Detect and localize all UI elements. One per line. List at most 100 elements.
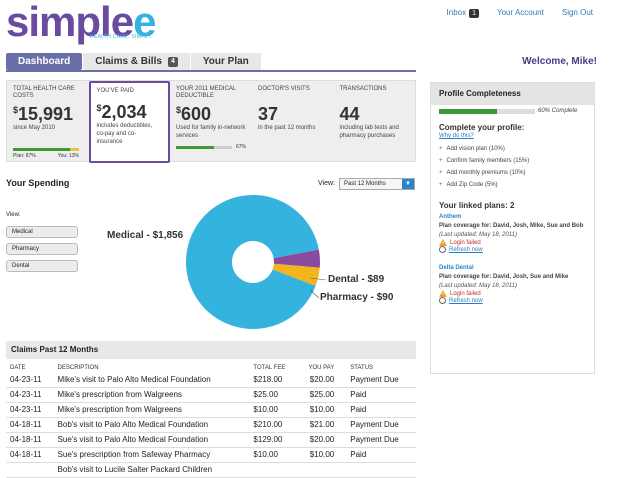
claim-status: Paid [338,447,416,463]
plan-name[interactable]: Delta Dental [439,265,474,271]
table-row[interactable]: 04-18-11 Sue's prescription from Safeway … [6,447,416,463]
stats-panel: TOTAL HEALTH CARE COSTS $15,991 since Ma… [6,80,416,163]
profile-progress: 60% Complete [431,105,594,117]
claim-total-fee: $129.00 [249,432,298,448]
tab-dashboard[interactable]: Dashboard [6,53,83,70]
why-link[interactable]: Why do this? [439,133,474,139]
chevron-down-icon: ▼ [402,179,414,189]
claim-date: 04-18-11 [6,432,54,448]
claim-total-fee: $10.00 [249,402,298,418]
claim-you-pay: $20.00 [297,432,339,448]
table-row[interactable]: 04-23-11 Mike's prescription from Walgree… [6,402,416,418]
claim-you-pay: $25.00 [297,387,339,403]
claim-description: Bob's visit to Palo Alto Medical Foundat… [53,417,250,433]
claims-section: Claims Past 12 Months DATE DESCRIPTION T… [6,341,416,478]
view-pharmacy-button[interactable]: Pharmacy [6,243,78,255]
table-row[interactable]: Bob's visit to Lucile Salter Packard Chi… [6,462,416,478]
plus-icon: + [439,170,443,176]
add-premiums-link[interactable]: + Add monthly premiums (10%) [439,170,526,176]
warning-icon [439,290,447,297]
refresh-icon [439,246,446,253]
plan-name[interactable]: Anthem [439,214,462,220]
claim-status: Paid [338,402,416,418]
claim-status: Payment Due [338,373,416,388]
total-costs-value: $15,991 [13,104,74,124]
claim-date: 04-18-11 [6,417,54,433]
claim-you-pay: $10.00 [297,402,339,418]
claim-description: Mike's prescription from Walgreens [53,387,250,403]
claim-total-fee: $10.00 [249,447,298,463]
pie-slice-medical[interactable] [186,195,319,329]
table-row[interactable]: 04-18-11 Sue's visit to Palo Alto Medical… [6,432,416,448]
range-select[interactable]: Past 12 Months ▼ [339,178,415,190]
your-account-link[interactable]: Your Account [497,8,544,17]
table-row[interactable]: 04-18-11 Bob's visit to Palo Alto Medical… [6,417,416,433]
profile-title: Profile Completeness [431,83,594,105]
claim-status: Paid [338,387,416,403]
profile-sidebar: Profile Completeness 60% Complete Comple… [430,82,595,374]
add-zip-link[interactable]: + Add Zip Code (5%) [439,182,498,188]
pie-leader-lines [310,277,327,299]
youve-paid-value: $2,034 [96,102,147,122]
stat-deductible[interactable]: YOUR 2011 MEDICAL DEDUCTIBLE $600 Used f… [176,86,247,150]
plan-split-bar: Plan: 87% You: 13% [13,148,83,159]
claims-table: DATE DESCRIPTION TOTAL FEE YOU PAY STATU… [6,359,416,478]
claim-description: Mike's prescription from Walgreens [53,402,250,418]
claim-total-fee: $25.00 [249,387,298,403]
deductible-progress: 67% [176,144,246,150]
pie-label-medical: Medical - $1,856 [107,230,184,241]
view-label: View: [6,212,21,218]
pie-slice-pharmacy[interactable] [272,263,320,286]
welcome-message: Welcome, Mike! [522,56,597,67]
sign-out-link[interactable]: Sign Out [561,8,593,17]
warning-icon [439,239,447,246]
claim-date [6,462,54,478]
linked-plans-title: Your linked plans: 2 [439,201,515,210]
claim-status [338,462,416,478]
top-links: Inbox 1 Your Account Sign Out [447,8,593,18]
stat-youve-paid[interactable]: YOU'VE PAID $2,034 includes deductibles,… [88,81,171,163]
spending-pie-chart [185,194,321,332]
refresh-icon [439,297,446,304]
claim-you-pay [297,462,339,478]
claims-title: Claims Past 12 Months [6,341,416,359]
claims-header-row: DATE DESCRIPTION TOTAL FEE YOU PAY STATU… [10,365,374,371]
deductible-value: $600 [176,104,212,124]
claim-you-pay: $10.00 [297,447,339,463]
view-medical-button[interactable]: Medical [6,226,78,238]
tab-your-plan[interactable]: Your Plan [190,53,261,70]
doctor-visits-value: 37 [258,104,279,124]
refresh-now-link[interactable]: Refresh now [431,297,594,304]
pie-label-dental: Dental - $89 [328,274,385,285]
plus-icon: + [439,182,443,188]
claim-total-fee [249,462,298,478]
add-vision-plan-link[interactable]: + Add vision plan (10%) [439,146,505,152]
claim-description: Sue's prescription from Safeway Pharmacy [53,447,250,463]
claim-description: Mike's visit to Palo Alto Medical Founda… [53,373,250,388]
logo-tagline: HEALTH CARE. SIMPLY. [90,34,153,40]
range-label: View: [318,180,335,187]
stat-transactions[interactable]: TRANSACTIONS 44 including lab tests and … [334,81,416,161]
linked-plan-delta-dental: Delta Dental Plan coverage for: David, J… [431,261,594,304]
view-dental-button[interactable]: Dental [6,260,78,272]
claims-count-badge: 4 [167,56,178,67]
logo-text: simplee [6,0,156,45]
table-row[interactable]: 04-23-11 Mike's prescription from Walgree… [6,387,416,403]
logo[interactable]: simplee [6,0,156,45]
claim-total-fee: $210.00 [249,417,298,433]
claim-date: 04-23-11 [6,387,54,403]
transactions-value: 44 [339,104,360,124]
refresh-now-link[interactable]: Refresh now [431,246,594,253]
login-failed-status: Login failed [431,290,594,297]
table-row[interactable]: 04-23-11 Mike's visit to Palo Alto Medica… [6,373,416,388]
claim-date: 04-23-11 [6,402,54,418]
confirm-family-link[interactable]: + Confirm family members (15%) [439,158,530,164]
claim-description: Bob's visit to Lucile Salter Packard Chi… [53,462,250,478]
tab-claims-bills[interactable]: Claims & Bills 4 [83,53,190,70]
stat-total-costs[interactable]: TOTAL HEALTH CARE COSTS $15,991 since Ma… [7,81,89,161]
inbox-link[interactable]: Inbox 1 [447,8,479,18]
claim-status: Payment Due [338,432,416,448]
pie-slice-dental[interactable] [273,249,320,268]
plus-icon: + [439,146,443,152]
stat-doctor-visits[interactable]: DOCTOR'S VISITS 37 in the past 12 months [252,81,334,161]
